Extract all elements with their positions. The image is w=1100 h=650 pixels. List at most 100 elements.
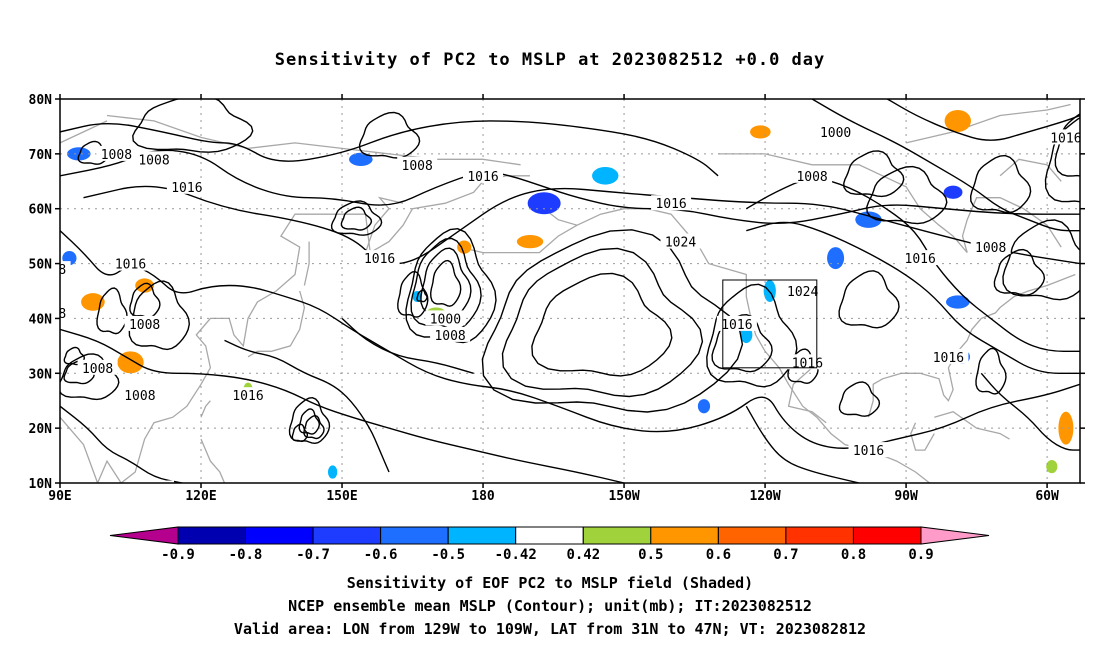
contour-label: 1024 xyxy=(787,285,818,300)
contour-label-bg xyxy=(651,195,692,211)
coastline xyxy=(93,510,121,532)
coastline xyxy=(718,153,1062,254)
colorbar-high-triangle xyxy=(920,526,990,545)
lon-label: 150W xyxy=(608,489,639,504)
isobar xyxy=(224,339,390,473)
contour-label: 1008 xyxy=(138,153,169,168)
colorbar-bin xyxy=(447,526,517,545)
isobar xyxy=(60,353,120,401)
contour-label-bg xyxy=(815,123,856,139)
contour-label-bg xyxy=(792,167,833,183)
colorbar-label: -0.7 xyxy=(296,547,330,563)
shaded-patch xyxy=(516,235,544,249)
isobar xyxy=(745,178,1080,352)
caption-line-3: Valid area: LON from 129W to 109W, LAT f… xyxy=(233,620,867,638)
coastline xyxy=(787,367,827,424)
colorbar-label: 0.9 xyxy=(908,547,933,563)
lon-label: 90W xyxy=(894,489,918,504)
colorbar-label: -0.42 xyxy=(495,547,537,563)
shaded-patch xyxy=(135,278,155,293)
lon-label: 60W xyxy=(1035,489,1059,504)
coastline xyxy=(934,410,1010,440)
contour-label: 1008 xyxy=(35,307,66,322)
contour-label-bg xyxy=(134,480,174,483)
coastline xyxy=(200,400,211,418)
contour-label-bg xyxy=(60,304,71,320)
valid-area-box xyxy=(722,279,818,369)
shaded-patch xyxy=(750,125,771,139)
isobar xyxy=(980,372,1080,451)
contour-label-bg xyxy=(228,387,268,403)
shaded-patch xyxy=(945,295,970,309)
shaded-patch xyxy=(1082,98,1100,111)
shaded-patch xyxy=(1093,326,1100,344)
lat-label: 80N xyxy=(29,93,53,108)
colorbar-bin xyxy=(785,526,854,545)
lat-label: 20N xyxy=(29,422,53,437)
colorbar-label: 0.7 xyxy=(773,547,798,563)
colorbar-bin xyxy=(380,526,449,545)
isobar xyxy=(60,149,1080,225)
coastline xyxy=(905,103,1071,144)
shaded-patch xyxy=(67,147,91,161)
contour-label: 1008 xyxy=(35,263,66,278)
coastline xyxy=(999,158,1062,182)
colorbar-bin xyxy=(245,526,314,545)
isobar xyxy=(1054,113,1080,177)
isobar xyxy=(531,272,673,377)
contour-label-bg xyxy=(928,348,969,364)
contour-label-bg xyxy=(166,178,207,194)
contour-label-bg xyxy=(110,255,151,271)
isobar xyxy=(83,185,1080,265)
lat-label: 70N xyxy=(29,148,53,163)
colorbar-label: -0.5 xyxy=(431,547,465,563)
contour-label: 1008 xyxy=(138,483,169,498)
shaded-patch xyxy=(1058,411,1074,445)
contour-label: 1008 xyxy=(124,389,155,404)
shaded-patch xyxy=(457,240,472,254)
lat-label: 40N xyxy=(29,312,53,327)
contour-label-bg xyxy=(359,250,400,266)
colorbar-bin xyxy=(717,526,787,545)
isobar xyxy=(886,99,1080,141)
colorbar-bin xyxy=(650,526,719,545)
isobar xyxy=(429,259,462,307)
contour-label-bg xyxy=(848,442,889,458)
isobar xyxy=(303,414,325,440)
contour-label: 1008 xyxy=(796,170,827,185)
isobar xyxy=(838,270,900,329)
sensitivity-shading xyxy=(62,98,1100,479)
isobar xyxy=(969,154,1032,214)
contour-label: 1000 xyxy=(430,312,461,327)
coastline xyxy=(200,438,226,483)
coastline xyxy=(910,422,935,451)
isobar xyxy=(340,206,373,231)
isobar xyxy=(866,165,948,225)
isobar xyxy=(60,120,719,177)
contour-label-bg xyxy=(60,261,71,277)
contour-label-bg xyxy=(96,145,137,161)
lon-label: 120E xyxy=(185,489,216,504)
contour-label: 1016 xyxy=(364,252,395,267)
contour-label: 1016 xyxy=(115,258,146,273)
plot-frame xyxy=(59,98,1081,484)
contour-label: 1008 xyxy=(129,318,160,333)
colorbar-label: 0.6 xyxy=(706,547,731,563)
isobar xyxy=(77,140,109,165)
shaded-patch xyxy=(1046,459,1058,474)
isobar xyxy=(811,99,1080,232)
isobar xyxy=(745,405,860,483)
isobar xyxy=(838,381,881,417)
contour-label-bg xyxy=(425,310,466,326)
isobar xyxy=(416,289,428,303)
caption-line-1: Sensitivity of EOF PC2 to MSLP field (Sh… xyxy=(346,574,754,592)
contour-label: 1008 xyxy=(434,329,465,344)
contour-label-bg xyxy=(134,151,174,167)
contour-label-bg xyxy=(782,283,823,298)
isobar xyxy=(481,229,744,413)
shaded-patch xyxy=(943,185,963,199)
colorbar-label: -0.8 xyxy=(229,547,263,563)
isobar xyxy=(96,287,128,335)
colorbar-label: 0.5 xyxy=(638,547,663,563)
